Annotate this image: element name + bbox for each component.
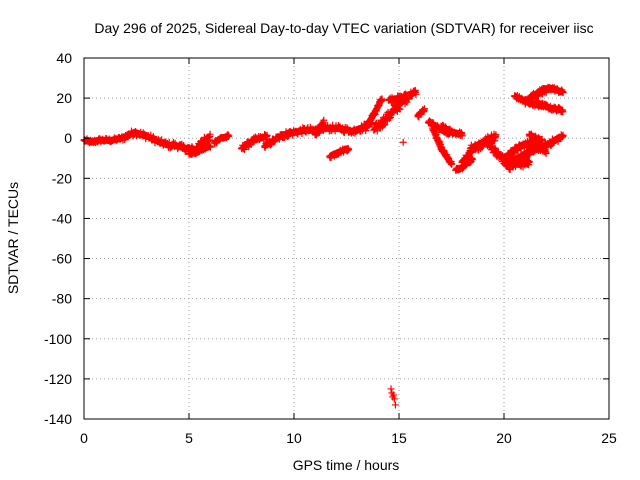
y-tick-label: -80 <box>52 291 72 307</box>
data-point <box>206 143 214 151</box>
data-point <box>448 160 456 168</box>
x-tick-label: 5 <box>185 430 193 446</box>
data-point <box>390 391 398 399</box>
data-point <box>399 138 407 146</box>
y-tick-label: 20 <box>56 90 72 106</box>
x-tick-label: 15 <box>391 430 407 446</box>
data-point <box>390 395 398 403</box>
grid <box>84 58 609 419</box>
x-tick-label: 10 <box>286 430 302 446</box>
data-point <box>421 105 429 113</box>
data-point <box>458 132 466 140</box>
y-tick-label: -100 <box>44 331 72 347</box>
data-point <box>538 135 546 143</box>
data-point <box>559 89 567 97</box>
data-point <box>225 132 233 140</box>
data-point <box>320 116 328 124</box>
data-point <box>345 146 353 154</box>
data-point <box>263 131 271 139</box>
y-tick-label: -120 <box>44 371 72 387</box>
chart-title: Day 296 of 2025, Sidereal Day-to-day VTE… <box>94 20 593 36</box>
y-tick-label: -40 <box>52 210 72 226</box>
y-tick-label: -20 <box>52 170 72 186</box>
x-tick-label: 0 <box>80 430 88 446</box>
data-point <box>525 158 533 166</box>
data-point <box>559 108 567 116</box>
x-tick-label: 20 <box>496 430 512 446</box>
x-axis-label: GPS time / hours <box>293 457 400 473</box>
data-point <box>387 385 395 393</box>
data-point <box>206 130 214 138</box>
y-tick-label: 40 <box>56 50 72 66</box>
data-point <box>542 149 550 157</box>
y-axis-label: SDTVAR / TECUs <box>5 182 21 294</box>
y-tick-label: 0 <box>64 130 72 146</box>
data-point <box>378 95 386 103</box>
data-point <box>559 131 567 139</box>
data-point <box>391 401 399 409</box>
data-marks <box>80 83 567 409</box>
x-tick-label: 25 <box>601 430 617 446</box>
axis-ticks: 0 5 10 15 20 25 -140 -120 -100 -80 -60 -40 -20 0 20 40 <box>44 50 617 446</box>
y-tick-label: -140 <box>44 411 72 427</box>
plot-frame <box>83 57 610 420</box>
data-point <box>492 131 500 139</box>
y-tick-label: -60 <box>52 251 72 267</box>
data-point <box>412 90 420 98</box>
